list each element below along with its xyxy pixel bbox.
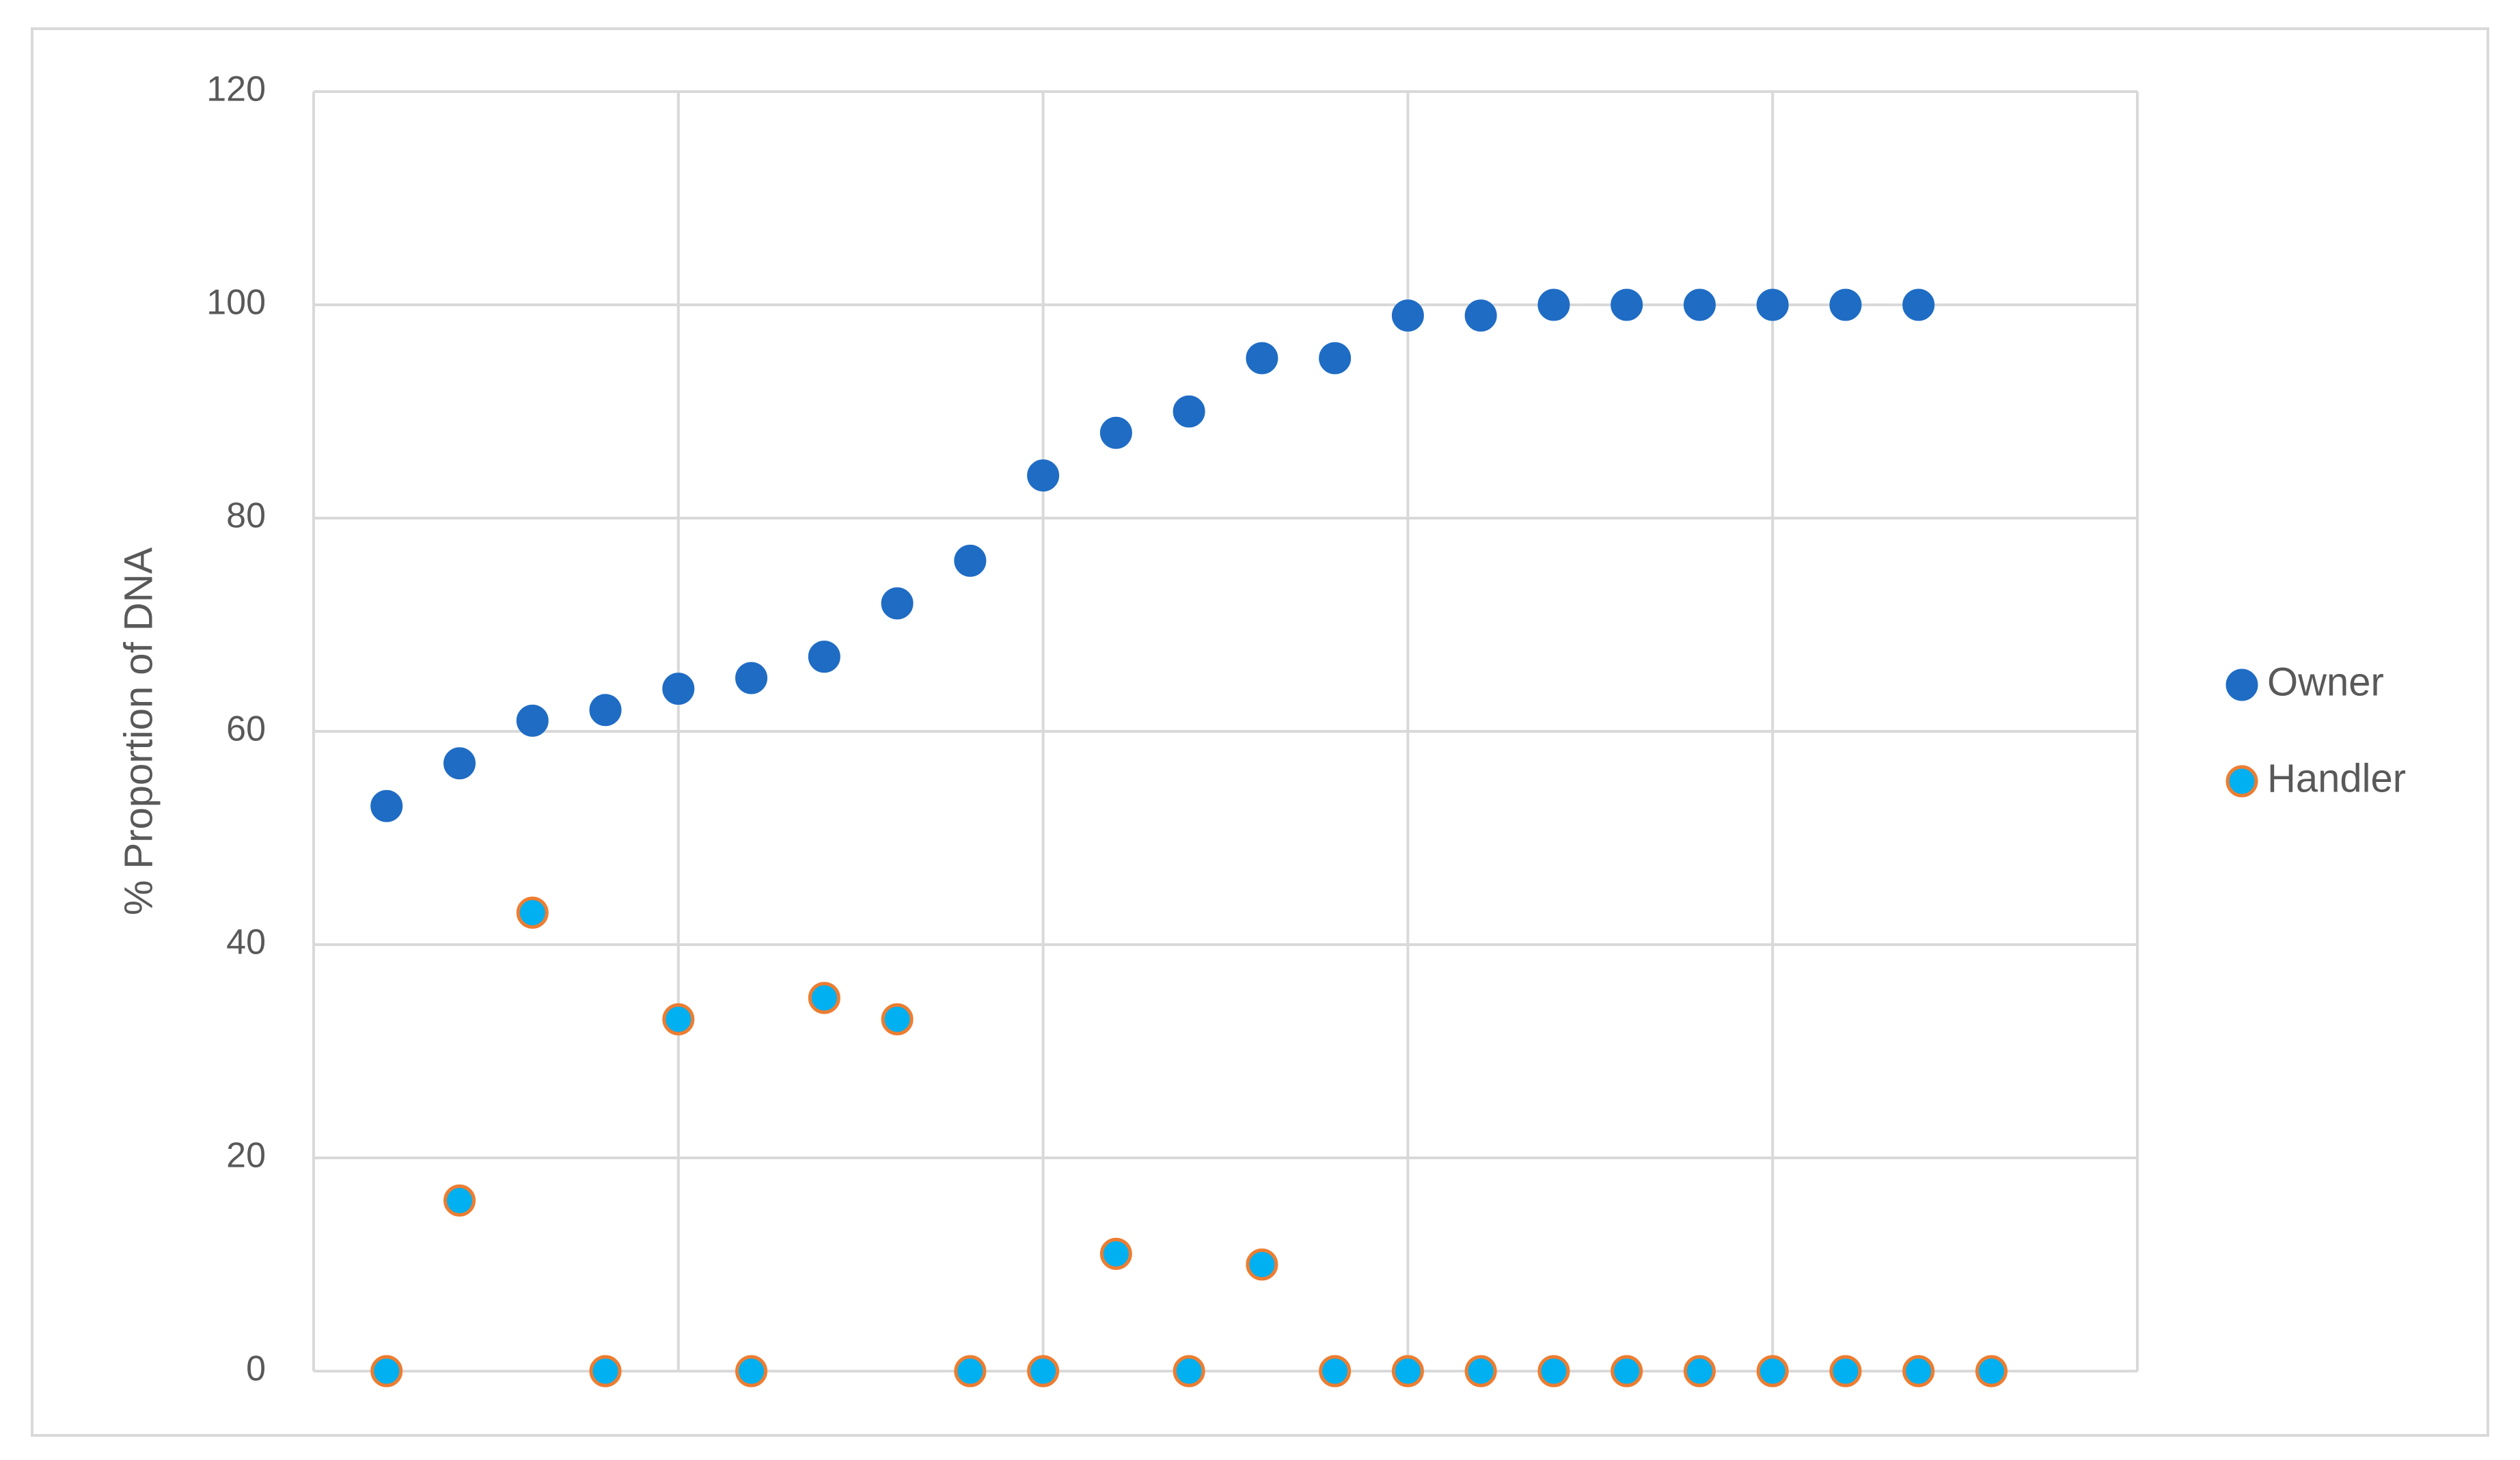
point: [1464, 299, 1497, 332]
y-tick-label: 40: [226, 923, 266, 962]
point: [954, 1355, 987, 1388]
point: [1391, 299, 1424, 332]
point: [1902, 1355, 1935, 1388]
point: [735, 662, 768, 694]
legend-label: Owner: [2267, 660, 2384, 704]
legend-marker: [2225, 765, 2258, 798]
y-tick-label: 20: [226, 1136, 266, 1176]
point: [516, 896, 549, 929]
legend-label: Handler: [2267, 756, 2406, 800]
point: [881, 1003, 914, 1036]
point: [1829, 1355, 1862, 1388]
point: [662, 1003, 695, 1036]
point: [1173, 395, 1205, 428]
point: [808, 982, 840, 1014]
point: [443, 747, 476, 780]
y-tick-label: 60: [226, 709, 266, 749]
legend-marker: [2225, 668, 2258, 701]
point: [735, 1355, 768, 1388]
point: [1319, 1355, 1352, 1388]
point: [370, 1355, 403, 1388]
point: [662, 673, 695, 705]
point: [370, 789, 403, 822]
point: [808, 640, 840, 673]
point: [954, 544, 987, 577]
point: [1099, 1237, 1132, 1270]
point: [1464, 1355, 1497, 1388]
point: [1099, 416, 1132, 449]
point: [589, 1355, 622, 1388]
point: [1611, 1355, 1643, 1388]
point: [1537, 1355, 1570, 1388]
y-tick-label: 120: [206, 70, 266, 109]
point: [1611, 288, 1643, 321]
y-tick-label: 80: [226, 496, 266, 536]
point: [1683, 1355, 1716, 1388]
point: [881, 587, 914, 620]
y-tick-label: 0: [246, 1349, 266, 1389]
point: [1246, 1248, 1278, 1281]
point: [443, 1184, 476, 1217]
point: [1027, 1355, 1060, 1388]
point: [1756, 1355, 1789, 1388]
point: [589, 694, 622, 727]
y-axis-label: % Proportion of DNA: [116, 548, 161, 916]
point: [1391, 1355, 1424, 1388]
point: [516, 704, 549, 737]
point: [1319, 342, 1352, 375]
point: [1027, 459, 1060, 492]
point: [1683, 288, 1716, 321]
point: [1756, 288, 1789, 321]
point: [1173, 1355, 1205, 1388]
point: [1902, 288, 1935, 321]
y-tick-label: 100: [206, 283, 266, 323]
point: [1537, 288, 1570, 321]
point: [1246, 342, 1278, 375]
point: [1829, 288, 1862, 321]
point: [1975, 1355, 2008, 1388]
